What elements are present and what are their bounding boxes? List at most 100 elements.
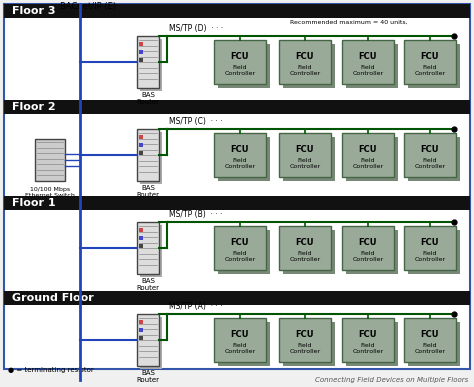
Bar bbox=[408, 44, 460, 88]
Text: Field
Controller: Field Controller bbox=[353, 158, 383, 169]
Text: FCU: FCU bbox=[421, 145, 439, 154]
Bar bbox=[140, 132, 162, 184]
Bar bbox=[342, 318, 394, 362]
Text: MS/TP (C)  · · ·: MS/TP (C) · · · bbox=[169, 117, 222, 126]
Bar bbox=[214, 318, 266, 362]
Bar bbox=[218, 230, 270, 274]
Bar bbox=[346, 137, 398, 181]
Bar bbox=[139, 135, 143, 139]
Bar bbox=[408, 322, 460, 366]
Text: FCU: FCU bbox=[296, 145, 314, 154]
Text: 10/100 Mbps
Ethernet Switch: 10/100 Mbps Ethernet Switch bbox=[25, 187, 75, 198]
Text: Connecting Field Devices on Multiple Floors: Connecting Field Devices on Multiple Flo… bbox=[315, 377, 468, 383]
Bar bbox=[139, 320, 143, 324]
Bar bbox=[346, 322, 398, 366]
Bar bbox=[4, 4, 470, 18]
Bar bbox=[283, 137, 335, 181]
Bar bbox=[279, 318, 331, 362]
Bar bbox=[139, 151, 143, 155]
Text: BACnet/IP (E): BACnet/IP (E) bbox=[60, 2, 116, 11]
Bar bbox=[404, 133, 456, 177]
Text: Field
Controller: Field Controller bbox=[224, 65, 255, 76]
Text: BAS
Router: BAS Router bbox=[137, 278, 159, 291]
Text: FCU: FCU bbox=[421, 238, 439, 247]
Text: Field
Controller: Field Controller bbox=[290, 65, 320, 76]
Bar bbox=[218, 322, 270, 366]
Bar bbox=[137, 129, 159, 181]
Bar bbox=[139, 228, 143, 232]
Text: FCU: FCU bbox=[359, 145, 377, 154]
Bar bbox=[283, 44, 335, 88]
Bar bbox=[4, 291, 470, 305]
Text: Field
Controller: Field Controller bbox=[224, 158, 255, 169]
Text: Ground Floor: Ground Floor bbox=[12, 293, 94, 303]
Text: MS/TP (B)  · · ·: MS/TP (B) · · · bbox=[169, 210, 222, 219]
Text: FCU: FCU bbox=[421, 52, 439, 61]
Bar bbox=[283, 230, 335, 274]
Text: ● = terminating resistor: ● = terminating resistor bbox=[8, 367, 94, 373]
Text: Field
Controller: Field Controller bbox=[414, 252, 446, 262]
Bar bbox=[139, 42, 143, 46]
Bar bbox=[342, 226, 394, 270]
Bar bbox=[279, 40, 331, 84]
Text: Field
Controller: Field Controller bbox=[290, 343, 320, 354]
Text: FCU: FCU bbox=[231, 238, 249, 247]
Bar bbox=[279, 133, 331, 177]
Text: Field
Controller: Field Controller bbox=[290, 252, 320, 262]
Text: BAS
Router: BAS Router bbox=[137, 92, 159, 105]
Bar bbox=[139, 328, 143, 332]
Bar bbox=[214, 133, 266, 177]
Text: FCU: FCU bbox=[296, 238, 314, 247]
Text: Recommended maximum = 40 units,: Recommended maximum = 40 units, bbox=[290, 20, 408, 25]
Bar bbox=[137, 222, 159, 274]
Text: FCU: FCU bbox=[359, 238, 377, 247]
Text: FCU: FCU bbox=[421, 330, 439, 339]
Text: Field
Controller: Field Controller bbox=[290, 158, 320, 169]
Bar bbox=[346, 44, 398, 88]
Bar bbox=[139, 236, 143, 240]
Bar bbox=[408, 230, 460, 274]
Bar bbox=[218, 137, 270, 181]
Bar bbox=[140, 39, 162, 91]
Text: Field
Controller: Field Controller bbox=[414, 158, 446, 169]
Bar bbox=[342, 133, 394, 177]
Text: FCU: FCU bbox=[359, 52, 377, 61]
Bar bbox=[4, 196, 470, 210]
Text: MS/TP (A)  · · ·: MS/TP (A) · · · bbox=[169, 302, 222, 311]
Bar bbox=[139, 244, 143, 248]
Text: Field
Controller: Field Controller bbox=[353, 343, 383, 354]
Text: BAS
Router: BAS Router bbox=[137, 185, 159, 198]
Bar bbox=[408, 137, 460, 181]
Bar bbox=[140, 225, 162, 277]
Text: BAS
Router: BAS Router bbox=[137, 370, 159, 383]
Bar bbox=[137, 36, 159, 88]
Bar bbox=[140, 317, 162, 369]
Text: Field
Controller: Field Controller bbox=[414, 343, 446, 354]
Bar bbox=[139, 336, 143, 340]
Bar bbox=[346, 230, 398, 274]
Text: Field
Controller: Field Controller bbox=[353, 252, 383, 262]
Bar bbox=[35, 139, 65, 181]
Bar bbox=[139, 50, 143, 54]
Bar bbox=[404, 226, 456, 270]
Text: FCU: FCU bbox=[296, 330, 314, 339]
Bar bbox=[283, 322, 335, 366]
Text: FCU: FCU bbox=[231, 145, 249, 154]
Bar bbox=[404, 40, 456, 84]
Text: Floor 2: Floor 2 bbox=[12, 102, 55, 112]
Bar bbox=[218, 44, 270, 88]
Text: Field
Controller: Field Controller bbox=[353, 65, 383, 76]
Bar bbox=[4, 100, 470, 114]
Text: Field
Controller: Field Controller bbox=[224, 343, 255, 354]
Bar bbox=[214, 226, 266, 270]
Bar bbox=[404, 318, 456, 362]
Text: Field
Controller: Field Controller bbox=[224, 252, 255, 262]
Bar bbox=[342, 40, 394, 84]
Bar bbox=[139, 143, 143, 147]
Text: FCU: FCU bbox=[296, 52, 314, 61]
Text: Field
Controller: Field Controller bbox=[414, 65, 446, 76]
Text: FCU: FCU bbox=[231, 330, 249, 339]
Bar bbox=[279, 226, 331, 270]
Text: FCU: FCU bbox=[359, 330, 377, 339]
Text: FCU: FCU bbox=[231, 52, 249, 61]
